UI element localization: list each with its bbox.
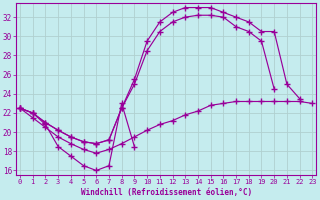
X-axis label: Windchill (Refroidissement éolien,°C): Windchill (Refroidissement éolien,°C) (81, 188, 252, 197)
